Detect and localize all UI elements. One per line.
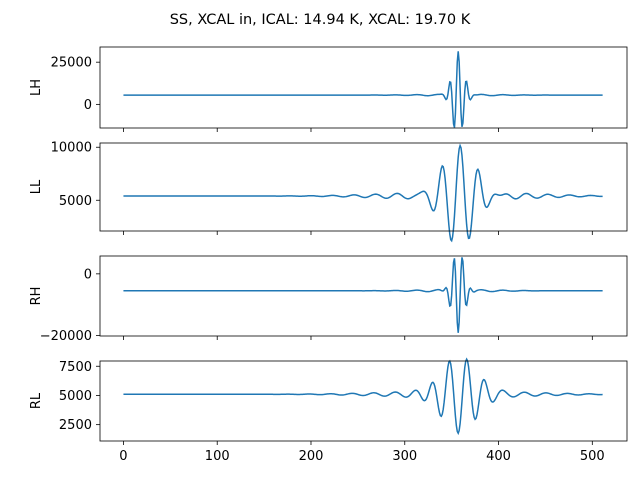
y-tick-label: 5000 bbox=[59, 194, 92, 209]
subplot-rh: −20000 0 RH bbox=[29, 255, 628, 344]
x-tick-label: 300 bbox=[392, 449, 417, 464]
series-line-rh bbox=[123, 257, 603, 333]
subplot-rl: 2500 5000 7500 0 100 200 300 400 500 RL bbox=[29, 357, 628, 464]
x-tick-label: 100 bbox=[205, 449, 230, 464]
axes-frame bbox=[99, 360, 628, 442]
axes-frame bbox=[99, 46, 628, 129]
x-tick-label: 500 bbox=[580, 449, 605, 464]
figure-title: SS, XCAL in, ICAL: 14.94 K, XCAL: 19.70 … bbox=[170, 12, 471, 28]
series-line-ll bbox=[123, 143, 603, 243]
y-tick-label: 0 bbox=[84, 98, 92, 113]
y-tick-label: −20000 bbox=[40, 329, 92, 344]
y-axis-label: RL bbox=[29, 392, 44, 409]
y-tick-label: 5000 bbox=[59, 389, 92, 404]
subplot-ll: 5000 10000 LL bbox=[29, 141, 628, 243]
y-axis-label: LL bbox=[29, 179, 44, 194]
x-tick-label: 400 bbox=[486, 449, 511, 464]
axes-frame bbox=[99, 142, 628, 232]
axes-frame bbox=[99, 255, 628, 337]
subplot-lh: 0 25000 LH bbox=[29, 46, 628, 132]
x-tick-label: 0 bbox=[119, 449, 127, 464]
x-tick-label: 200 bbox=[299, 449, 324, 464]
y-tick-label: 0 bbox=[84, 267, 92, 282]
y-tick-label: 7500 bbox=[59, 360, 92, 375]
y-axis-label: RH bbox=[29, 287, 44, 306]
subplots: 025000LH500010000LL−200000RH250050007500… bbox=[29, 46, 628, 464]
y-tick-label: 25000 bbox=[51, 56, 92, 71]
series-line-lh bbox=[123, 51, 603, 128]
y-axis-label: LH bbox=[29, 79, 44, 96]
y-tick-label: 10000 bbox=[51, 141, 92, 156]
series-line-rl bbox=[123, 357, 603, 436]
y-tick-label: 2500 bbox=[59, 418, 92, 433]
